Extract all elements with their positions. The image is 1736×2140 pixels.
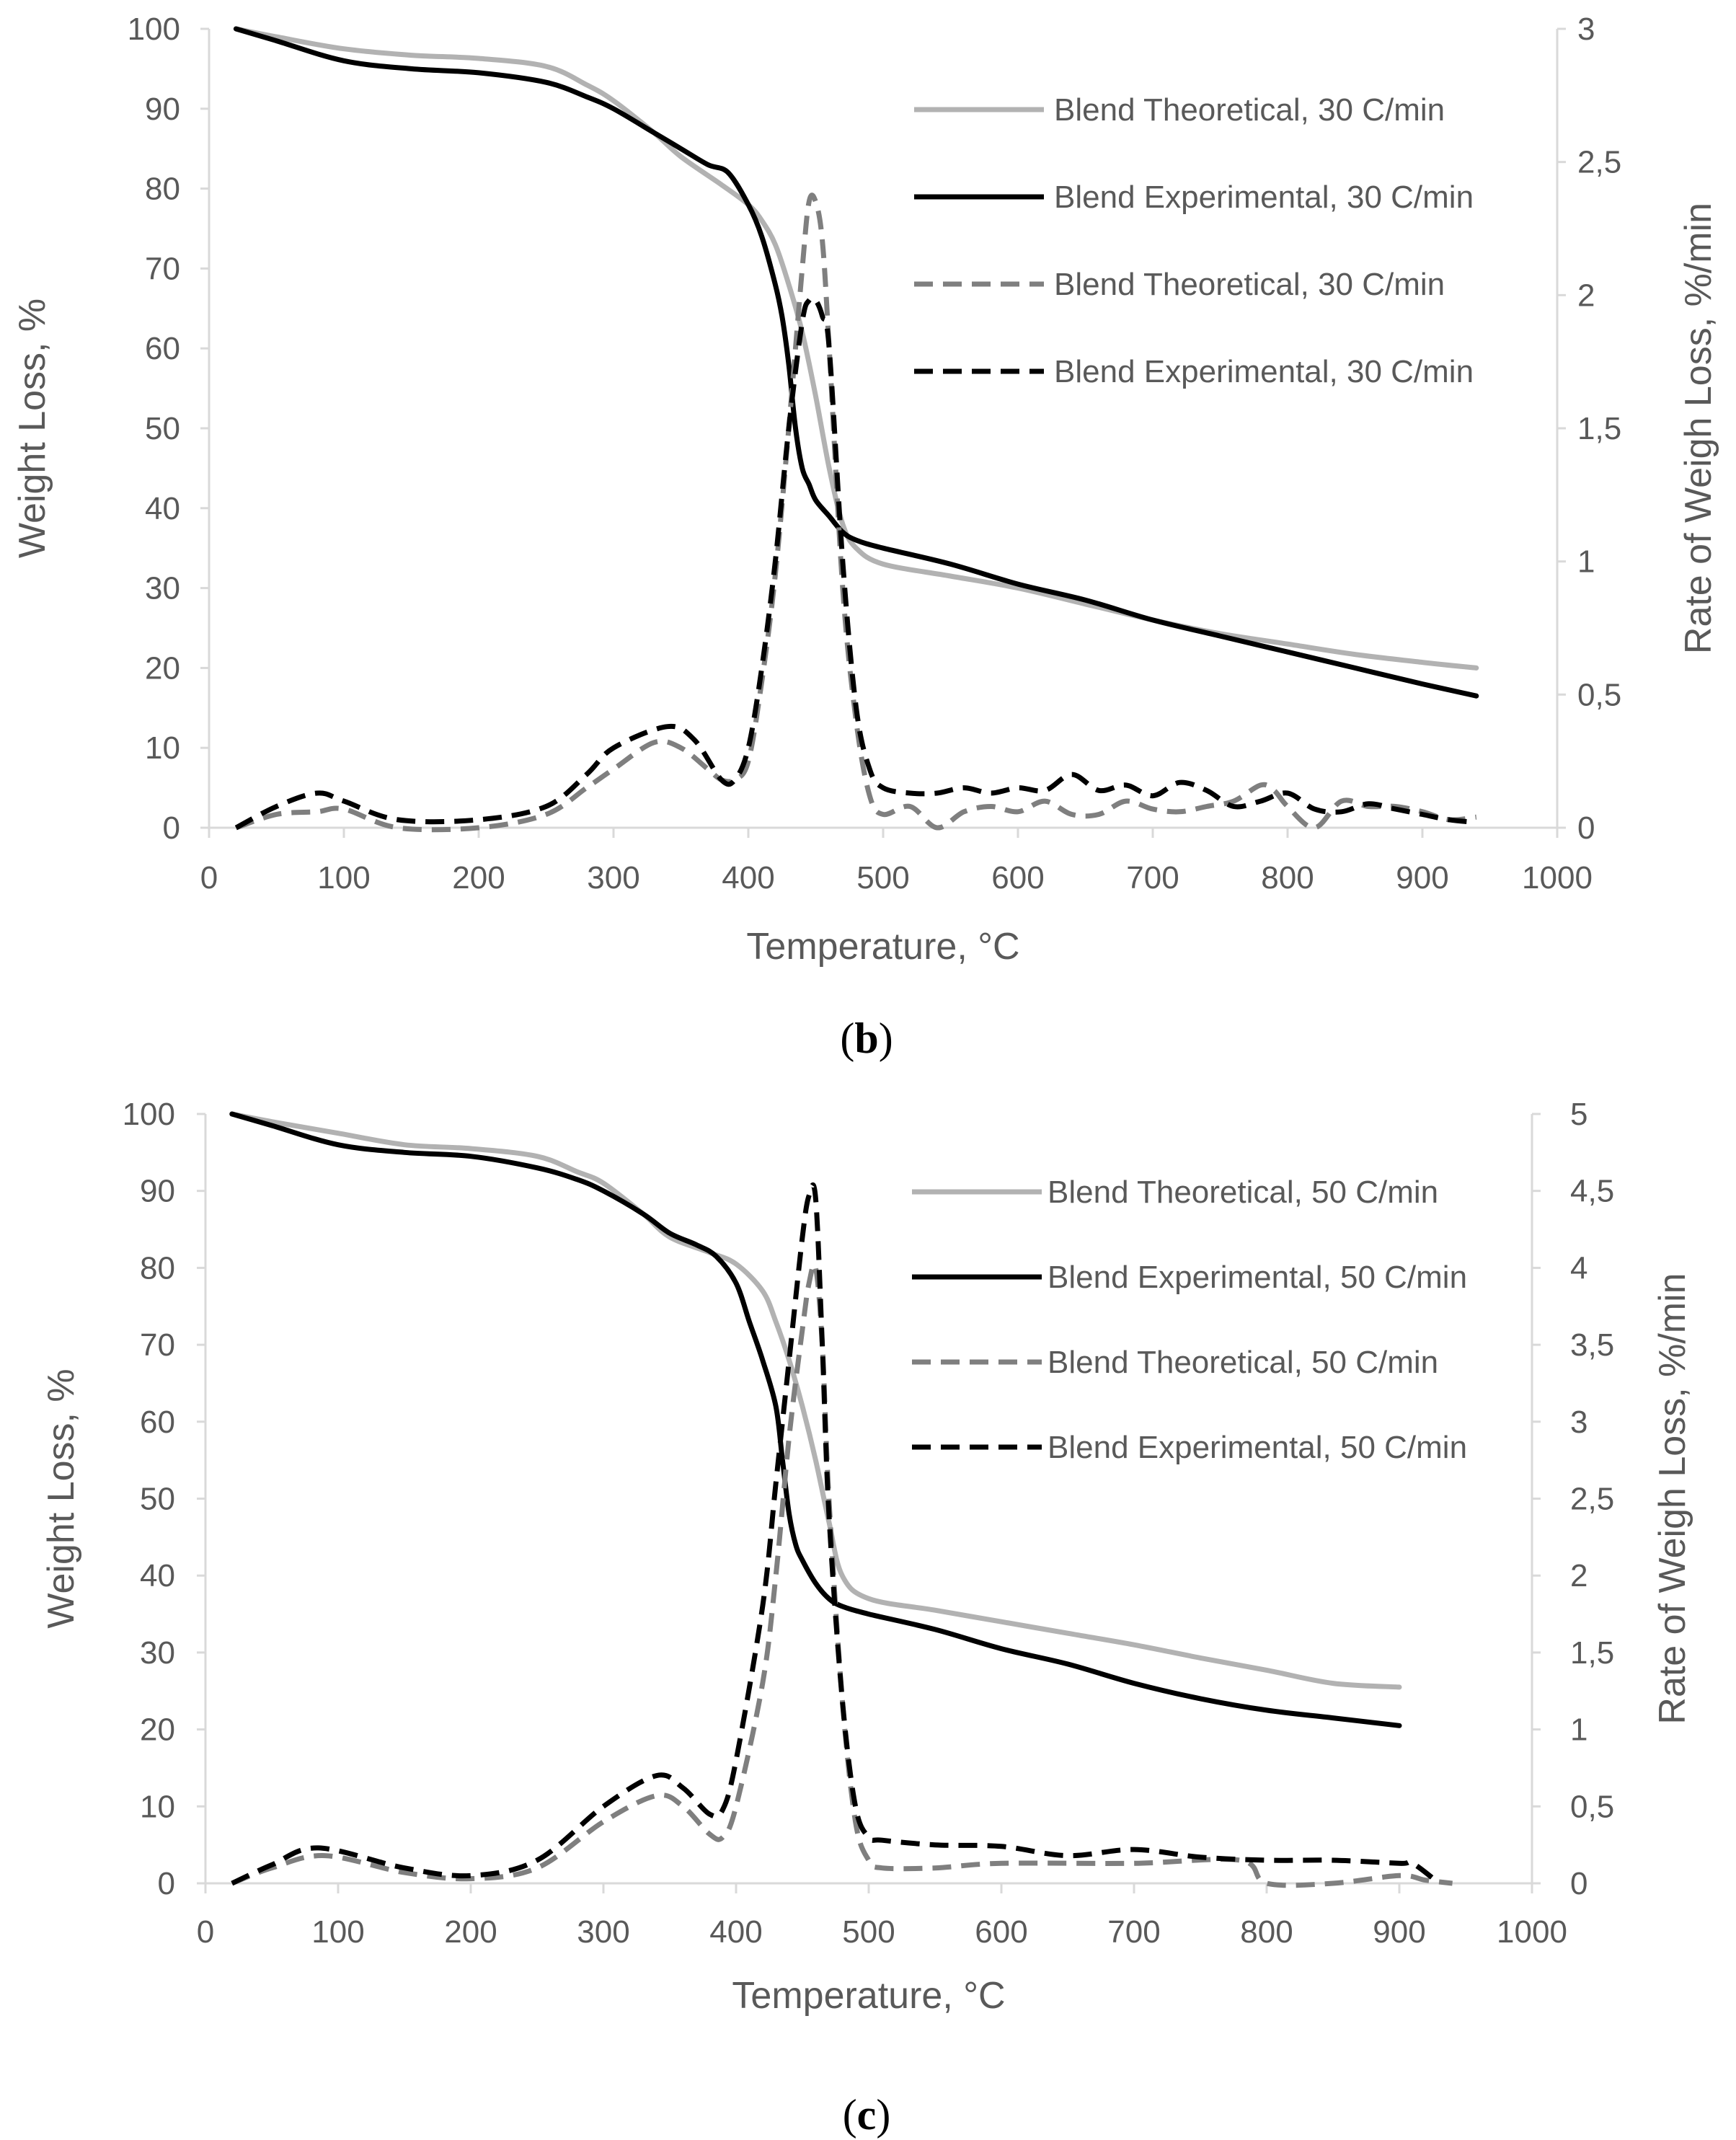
caption-close-paren: ): [876, 2091, 890, 2139]
y2-tick-label: 0: [1570, 1866, 1587, 1901]
panel-caption: (c): [843, 2091, 891, 2139]
series-line-2: [229, 1111, 1402, 1728]
panel-caption: (b): [840, 1014, 893, 1062]
y-tick-label: 90: [140, 1174, 175, 1209]
y-tick-label: 80: [140, 1250, 175, 1286]
y2-tick-label: 1: [1577, 544, 1595, 580]
y2-tick-label: 2: [1577, 278, 1595, 313]
y-tick-label: 80: [145, 172, 180, 207]
series-line-2: [233, 26, 1479, 699]
x-tick-label: 700: [1107, 1914, 1160, 1950]
y-tick-label: 70: [145, 251, 180, 286]
y2-tick-label: 4,5: [1570, 1174, 1614, 1209]
x-tick-label: 500: [856, 860, 909, 896]
y-tick-label: 60: [145, 331, 180, 366]
legend-label-3: Blend Theoretical, 50 C/min: [1048, 1345, 1438, 1380]
y2-tick-label: 1,5: [1577, 411, 1621, 446]
series-line-4: [231, 1182, 1441, 1886]
y-tick-label: 0: [163, 810, 180, 846]
y-axis-title: Weight Loss, %: [40, 1369, 82, 1628]
y-tick-label: 30: [140, 1635, 175, 1671]
y-tick-label: 20: [145, 650, 180, 686]
legend-label-1: Blend Theoretical, 50 C/min: [1048, 1175, 1438, 1210]
y2-axis-title: Rate of Weigh Loss, %/min: [1678, 203, 1719, 654]
caption-close-paren: ): [879, 1014, 893, 1062]
series-line-3: [231, 1262, 1453, 1888]
caption-letter: c: [857, 2091, 877, 2139]
chart-panel-b: 0 100 200 300 400 500 600 700 800 900 100001020304…: [12, 12, 1719, 1062]
y2-tick-label: 0,5: [1570, 1789, 1614, 1824]
y-tick-label: 40: [140, 1558, 175, 1593]
y-tick-label: 100: [123, 1097, 175, 1132]
y-tick-label: 10: [140, 1789, 175, 1824]
series-line-4: [234, 295, 1477, 831]
y-tick-label: 50: [140, 1482, 175, 1517]
legend-label-4: Blend Experimental, 30 C/min: [1054, 354, 1474, 389]
x-tick-label: 600: [991, 860, 1044, 896]
y2-tick-label: 2,5: [1570, 1482, 1614, 1517]
caption-letter: b: [854, 1014, 878, 1062]
legend-label-3: Blend Theoretical, 30 C/min: [1054, 267, 1445, 302]
x-tick-label: 400: [709, 1914, 762, 1950]
y-tick-label: 100: [128, 12, 180, 47]
x-tick-label: 0: [197, 1914, 214, 1950]
x-axis-title: Temperature, °C: [746, 926, 1019, 968]
y-tick-label: 40: [145, 491, 180, 526]
legend-label-1: Blend Theoretical, 30 C/min: [1054, 92, 1445, 128]
caption-open-paren: (: [843, 2091, 857, 2139]
y2-tick-label: 3: [1570, 1405, 1587, 1440]
x-tick-label: 900: [1396, 860, 1448, 896]
y2-axis-title: Rate of Weigh Loss, %/min: [1652, 1273, 1693, 1724]
y2-tick-label: 2,5: [1577, 145, 1621, 180]
x-tick-label: 700: [1126, 860, 1179, 896]
y2-tick-label: 5: [1570, 1097, 1587, 1132]
legend-label-4: Blend Experimental, 50 C/min: [1048, 1430, 1467, 1465]
x-tick-label: 400: [722, 860, 774, 896]
y2-tick-label: 3: [1577, 12, 1595, 47]
x-tick-label: 300: [577, 1914, 629, 1950]
x-tick-label: 0: [200, 860, 218, 896]
y2-tick-label: 4: [1570, 1250, 1587, 1286]
y-tick-label: 20: [140, 1712, 175, 1748]
y-tick-label: 90: [145, 92, 180, 127]
x-tick-label: 1000: [1522, 860, 1593, 896]
x-tick-label: 500: [842, 1914, 895, 1950]
y2-tick-label: 1: [1570, 1712, 1587, 1748]
y2-tick-label: 0,5: [1577, 677, 1621, 712]
chart-panel-c: 0 100 200 300 400 500 600 700 800 900 100001020304…: [40, 1097, 1693, 2139]
x-tick-label: 100: [311, 1914, 364, 1950]
caption-open-paren: (: [840, 1014, 854, 1062]
y2-tick-label: 0: [1577, 810, 1595, 846]
x-tick-label: 300: [587, 860, 639, 896]
y-tick-label: 60: [140, 1405, 175, 1440]
x-tick-label: 800: [1261, 860, 1314, 896]
x-tick-label: 200: [452, 860, 505, 896]
legend-label-2: Blend Experimental, 50 C/min: [1048, 1260, 1467, 1295]
y-axis-title: Weight Loss, %: [12, 299, 53, 558]
x-tick-label: 1000: [1497, 1914, 1567, 1950]
x-tick-label: 900: [1373, 1914, 1425, 1950]
y-tick-label: 30: [145, 571, 180, 606]
x-axis-title: Temperature, °C: [732, 1975, 1005, 2017]
y2-tick-label: 1,5: [1570, 1635, 1614, 1671]
y-tick-label: 0: [158, 1866, 175, 1901]
legend-label-2: Blend Experimental, 30 C/min: [1054, 180, 1474, 215]
y-tick-label: 70: [140, 1327, 175, 1363]
y-tick-label: 50: [145, 411, 180, 446]
x-tick-label: 200: [444, 1914, 497, 1950]
y2-tick-label: 2: [1570, 1558, 1587, 1593]
x-tick-label: 800: [1240, 1914, 1293, 1950]
y2-tick-label: 3,5: [1570, 1327, 1614, 1363]
x-tick-label: 100: [317, 860, 370, 896]
series-line-1: [229, 1111, 1402, 1690]
x-tick-label: 600: [975, 1914, 1027, 1950]
y-tick-label: 10: [145, 730, 180, 766]
